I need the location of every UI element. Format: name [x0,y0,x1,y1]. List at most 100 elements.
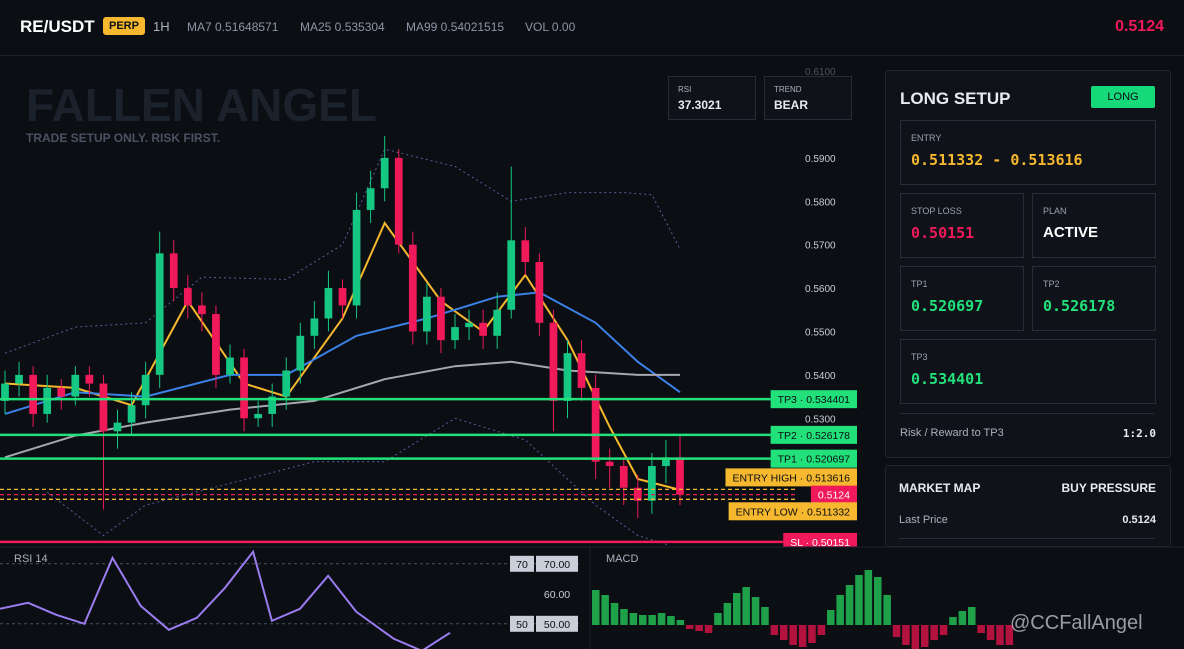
candle-body [662,457,670,467]
rsi-level-tag [510,555,534,572]
rsi-tick-tag [536,555,578,572]
tp3-box: TP3 0.534401 [900,339,1156,404]
candle-body [127,405,136,423]
candle-body [254,413,262,419]
macd-bar [808,625,816,643]
candle-body [465,322,473,328]
candle-body [338,288,347,306]
candle-body [268,396,277,414]
macd-bar [911,625,920,649]
rsi-box-value: 37.3021 [678,98,722,112]
rsi-level-tag [510,615,534,632]
macd-bar [610,603,619,625]
level-label: TP2 · 0.526178 [778,430,851,442]
level-label: ENTRY HIGH · 0.513616 [733,472,851,484]
tp3-value: 0.534401 [911,370,984,388]
macd-bar [996,625,1004,645]
stop-loss-label: STOP LOSS [911,206,962,216]
y-tick-label: 0.5700 [805,241,836,252]
candle-body [493,309,502,336]
macd-bar [798,625,807,647]
candle-body [282,370,291,397]
level-tag [810,485,857,504]
macd-bar [770,625,779,635]
tp2-label: TP2 [1043,279,1060,289]
candle-body [71,374,80,397]
market-map-title: MARKET MAP [899,481,981,495]
candle-body [394,157,403,245]
macd-bar [639,615,647,625]
macd-bar [695,625,703,631]
rsi-tick-label: 60.00 [544,589,570,601]
candle-body [521,240,530,263]
header [0,0,1184,56]
macd-bar [958,611,967,625]
level-label: 0.5124 [818,490,850,502]
macd-bar [968,607,976,625]
rsi-tick-label: 70.00 [544,559,570,571]
candle-body [310,318,319,336]
macd-bar [827,610,835,625]
macd-bar [855,575,863,625]
macd-bar [986,625,995,640]
candle-body [155,253,164,375]
y-tick-label: 0.5600 [805,284,836,295]
indicator-line [4,148,681,354]
plan-label: PLAN [1043,206,1067,216]
macd-bar [874,577,882,625]
candle-body [648,466,656,501]
macd-bar [939,625,948,635]
rsi-box-label: RSI [678,85,692,94]
level-label: ENTRY LOW · 0.511332 [736,506,851,518]
candle-body [57,387,66,397]
candle-body [141,374,150,406]
macd-bar [676,620,685,625]
candle-body [591,387,600,462]
level-tag [725,468,857,487]
candle-body [408,244,417,332]
macd-bar [977,625,985,633]
perp-badge: PERP [103,17,145,35]
candle-body [479,322,487,336]
macd-bar [704,625,713,633]
ma25-indicator: MA25 0.535304 [300,20,385,34]
market-map-panel: MARKET MAP BUY PRESSURE Last Price 0.512… [885,465,1171,547]
macd-bar [902,625,910,645]
candle-body [183,288,192,306]
macd-bar [780,625,788,640]
macd-bar [817,625,826,635]
rsi-level-label: 50 [516,619,528,631]
symbol[interactable]: RE/USDT [20,17,95,36]
macd-bar [921,625,929,647]
credit-watermark: @CCFallAngel [1010,612,1143,634]
rsi-level-label: 70 [516,559,528,571]
market-row-value: 0.5124 [1122,514,1156,526]
y-tick-label: 0.5500 [805,327,836,338]
rsi-box: RSI 37.3021 [668,76,756,120]
macd-bar [751,597,760,625]
candle-body [676,457,684,495]
candle-body [366,188,375,210]
setup-panel: LONG SETUP LONG ENTRY 0.511332 - 0.51361… [885,70,1171,458]
level-tag [783,532,857,551]
macd-bar [714,613,722,625]
stop-loss-box: STOP LOSS 0.50151 [900,193,1024,258]
candle-body [423,296,431,332]
level-tag [770,425,857,444]
macd-bar [892,625,901,637]
candle-body [507,240,516,310]
rsi-title: RSI 14 [14,553,48,565]
interval[interactable]: 1H [153,19,170,34]
candle-body [99,383,108,432]
candle-body [212,314,220,375]
candle-body [352,209,361,306]
indicator-line [4,291,681,415]
y-tick-label: 0.5800 [805,197,836,208]
candle-body [29,374,37,414]
y-tick-label: 0.5300 [805,414,836,425]
macd-bar [733,593,741,625]
indicator-line [46,417,671,545]
macd-bar [629,613,638,625]
candle-body [198,305,206,315]
